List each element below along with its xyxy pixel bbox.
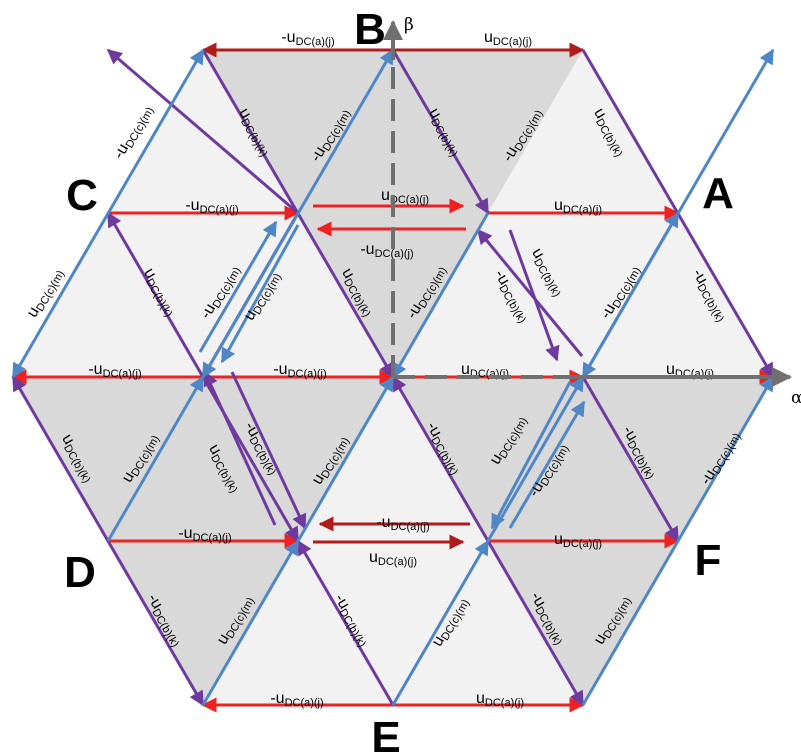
vector-label-main: u	[554, 531, 563, 548]
vector-label-subscript: DC(a)(j)	[493, 36, 532, 48]
vector-label-main: u	[369, 549, 378, 566]
vector-label-subscript: DC(a)(j)	[193, 532, 232, 544]
vector-arrow	[203, 370, 277, 526]
vector-label: uDC(a)(j)	[381, 187, 429, 206]
vector-label-main: -u	[360, 241, 374, 258]
vector-label-subscript: DC(a)(j)	[296, 36, 335, 48]
vertex-label-b: B	[354, 5, 386, 54]
vector-label: -uDC(a)(j)	[273, 361, 326, 380]
vector-arrow	[201, 539, 300, 706]
vector-arrow	[198, 220, 278, 353]
vector-label: uDC(a)(j)	[484, 29, 532, 48]
vector-arrow	[476, 228, 584, 357]
vector-arrow	[581, 211, 680, 378]
vector-label-main: -u	[88, 361, 102, 378]
vector-label-subscript: DC(a)(j)	[391, 521, 430, 533]
vertex-label-a: A	[702, 169, 734, 218]
alpha-axis-label: α	[791, 388, 801, 408]
vertex-label-e: E	[371, 713, 400, 756]
vector-label-main: -u	[270, 690, 284, 707]
vector-label: uDC(a)(j)	[554, 197, 602, 216]
vector-arrow	[230, 371, 307, 530]
triangle	[203, 541, 393, 705]
vector-label-main: u	[461, 361, 470, 378]
vector-label: -uDC(a)(j)	[376, 514, 429, 533]
vector-label: uDC(a)(j)	[369, 549, 417, 568]
vector-label-main: u	[381, 187, 390, 204]
vector-label-subscript: DC(a)(j)	[563, 204, 602, 216]
vector-label-subscript: DC(a)(j)	[390, 194, 429, 206]
vector-arrow	[11, 48, 205, 379]
vector-label-subscript: DC(a)(j)	[288, 368, 327, 380]
vector-label: uDC(a)(j)	[554, 531, 602, 550]
triangle	[203, 377, 393, 541]
vector-label-subscript: DC(a)(j)	[378, 556, 417, 568]
vector-arrow	[581, 376, 680, 543]
vertex-label-f: F	[695, 536, 722, 585]
beta-axis-label: β	[404, 15, 414, 35]
vector-label-main: u	[476, 690, 485, 707]
vector-label: -uDC(a)(j)	[185, 197, 238, 216]
vector-label-subscript: DC(a)(j)	[563, 538, 602, 550]
vector-arrow	[490, 381, 572, 530]
vertex-label-c: C	[66, 171, 98, 220]
triangle	[583, 377, 773, 541]
triangle	[393, 50, 583, 213]
vector-label-main: u	[554, 197, 563, 214]
vertex-labels: A B C D E F	[64, 5, 734, 756]
vector-label-main: u	[484, 29, 493, 46]
vector-arrow	[106, 375, 205, 542]
vector-arrow	[581, 375, 775, 706]
vector-label-main: -u	[185, 197, 199, 214]
vector-label: -uDC(a)(j)	[270, 690, 323, 709]
vector-label-subscript: DC(a)(j)	[200, 204, 239, 216]
vector-arrow	[201, 48, 395, 379]
vector-label-main: u	[666, 361, 675, 378]
vector-label: -uDC(a)(j)	[360, 241, 413, 260]
vector-label-main: -u	[376, 514, 390, 531]
triangle	[393, 213, 583, 377]
vector-label: -uDC(a)(j)	[281, 29, 334, 48]
vector-arrow	[391, 49, 490, 215]
vector-arrow	[296, 375, 395, 542]
vector-label-subscript: DC(a)(j)	[375, 248, 414, 260]
vector-label-main: -u	[281, 29, 295, 46]
vector-label-main: -u	[273, 361, 287, 378]
vector-label: -uDC(a)(j)	[88, 361, 141, 380]
vector-label-main: -u	[178, 525, 192, 542]
vector-label: uDC(a)(j)	[476, 690, 524, 709]
vector-arrow	[220, 224, 300, 364]
vector-label-subscript: DC(a)(j)	[485, 697, 524, 709]
vector-label-subscript: DC(a)(j)	[103, 368, 142, 380]
vector-arrow	[391, 539, 490, 706]
vector-label-subscript: DC(a)(j)	[285, 697, 324, 709]
vector-label: -uDC(a)(j)	[178, 525, 231, 544]
axes: β α	[383, 15, 801, 408]
vector-arrow	[296, 539, 395, 706]
vector-arrow	[391, 212, 490, 379]
vertex-label-d: D	[64, 548, 96, 597]
vector-arrow	[508, 400, 586, 529]
